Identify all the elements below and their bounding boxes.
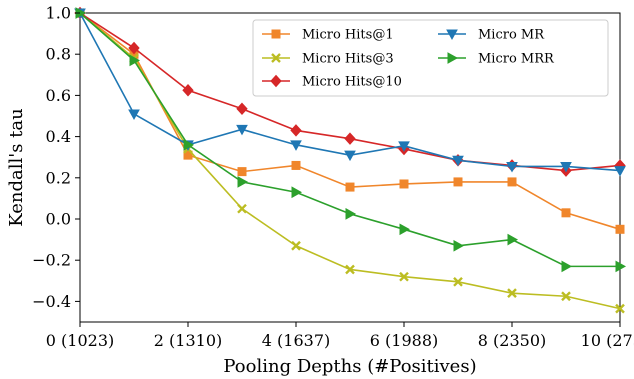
data-point (290, 124, 302, 137)
x-tick-label: 8 (2350) (478, 331, 546, 350)
x-tick-label: 0 (1023) (46, 331, 114, 350)
data-point (345, 208, 357, 220)
y-axis: 1.0 0.8 0.6 0.4 0.2 0.0 −0.2 −0.4 (32, 4, 80, 311)
data-point (507, 177, 517, 187)
y-tick-label: 0.0 (46, 210, 71, 229)
legend: Micro Hits@1 Micro Hits@3 Micro Hits@10 Mic… (252, 19, 609, 97)
data-point (615, 224, 625, 234)
data-point (236, 102, 248, 116)
data-point (183, 138, 195, 151)
y-tick-label: 0.6 (46, 86, 71, 105)
legend-marker (447, 52, 459, 64)
legend-item: Micro Hits@1 (262, 28, 394, 43)
data-point (614, 166, 626, 177)
data-point (561, 291, 571, 302)
legend-label: Micro Hits@10 (302, 75, 402, 90)
data-point (344, 150, 356, 162)
legend-marker (446, 29, 458, 41)
legend-marker (271, 53, 281, 63)
y-axis-title: Kendall's tau (6, 108, 27, 226)
legend-item: Micro Hits@3 (262, 52, 394, 67)
legend-label: Micro Hits@1 (302, 28, 394, 43)
data-point (615, 260, 627, 273)
x-axis-title: Pooling Depths (#Positives) (223, 356, 476, 377)
data-point (128, 109, 140, 120)
legend-item: Micro Hits@10 (262, 75, 402, 90)
y-tick-label: 0.2 (46, 168, 71, 187)
data-point (291, 160, 301, 170)
legend-box (252, 19, 609, 97)
data-point (453, 177, 463, 187)
data-point (237, 167, 247, 177)
y-tick-label: 0.8 (46, 45, 71, 64)
data-point (399, 223, 411, 236)
data-point (506, 161, 518, 173)
x-tick-label: 10 (2738) (581, 331, 634, 350)
legend-label: Micro MR (478, 28, 545, 43)
data-point (344, 132, 356, 145)
series-micro-mr (74, 8, 626, 177)
data-point (237, 176, 249, 188)
x-tick-label: 2 (1310) (154, 331, 222, 350)
series-layer (74, 6, 627, 314)
legend-marker (270, 74, 282, 88)
data-point (561, 208, 571, 218)
data-point (237, 203, 247, 214)
data-point (290, 140, 302, 151)
data-point (182, 84, 194, 97)
data-point (345, 182, 355, 192)
data-point (560, 161, 572, 173)
legend-label: Micro Hits@3 (302, 52, 394, 67)
data-point (129, 54, 141, 67)
plot-area (74, 6, 627, 323)
data-point (615, 303, 625, 314)
y-tick-label: 1.0 (46, 4, 71, 23)
data-point (399, 271, 409, 282)
data-point (128, 41, 140, 55)
legend-marker (271, 29, 281, 39)
data-point (507, 288, 517, 299)
x-axis: 0 (1023) 2 (1310) 4 (1637) 6 (1988) 8 (2350)… (46, 322, 634, 350)
data-point (183, 150, 193, 160)
data-point (452, 155, 464, 167)
data-point (561, 260, 573, 273)
y-tick-label: 0.4 (46, 127, 71, 146)
legend-item: Micro MR (438, 28, 545, 43)
data-point (453, 276, 463, 287)
data-point (236, 124, 248, 136)
legend-label: Micro MRR (478, 52, 555, 67)
data-point (507, 233, 519, 246)
series-micro-mrr (75, 7, 627, 273)
data-point (399, 179, 409, 189)
data-point (291, 240, 301, 251)
data-point (398, 141, 410, 152)
y-tick-label: −0.4 (32, 292, 71, 311)
data-point (345, 264, 355, 275)
data-point (291, 186, 303, 199)
x-tick-label: 6 (1988) (370, 331, 438, 350)
legend-item: Micro MRR (438, 52, 555, 67)
data-point (453, 239, 465, 252)
y-tick-label: −0.2 (32, 251, 71, 270)
x-tick-label: 4 (1637) (262, 331, 330, 350)
